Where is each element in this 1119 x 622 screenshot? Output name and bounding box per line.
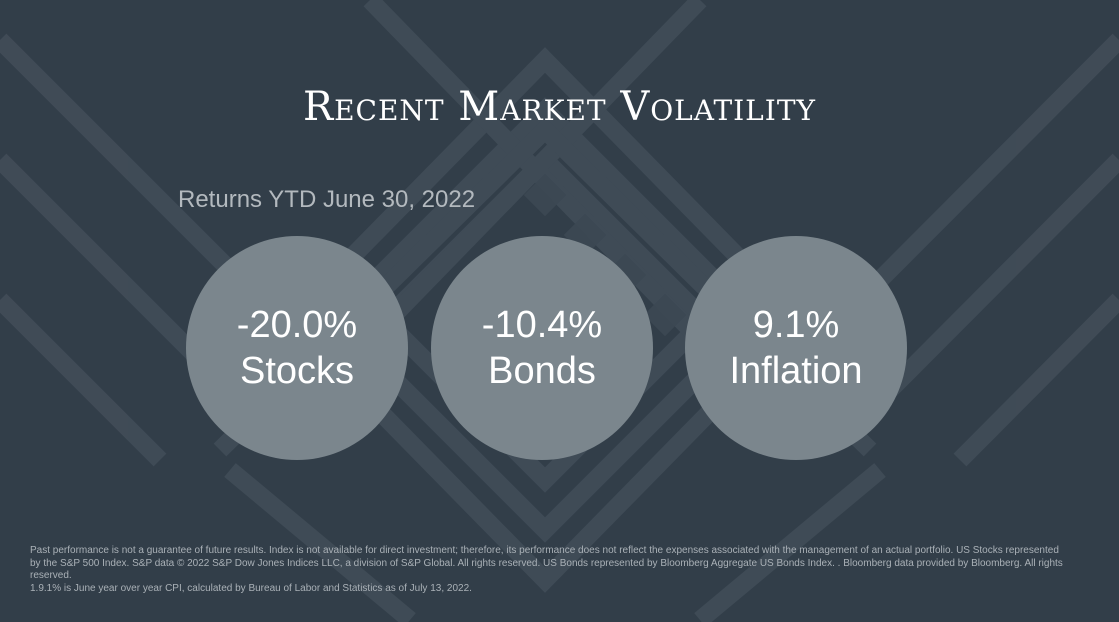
stat-circle-bonds: -10.4% Bonds	[431, 236, 653, 460]
disclaimer-text: Past performance is not a guarantee of f…	[30, 545, 1063, 581]
page-title: Recent Market Volatility	[303, 84, 816, 130]
footnote: Past performance is not a guarantee of f…	[30, 545, 1070, 595]
stat-value: -10.4%	[481, 304, 603, 346]
cpi-note: 1.9.1% is June year over year CPI, calcu…	[30, 582, 472, 594]
stat-circle-inflation: 9.1% Inflation	[685, 236, 907, 460]
stat-value: 9.1%	[752, 304, 840, 346]
stat-label: Stocks	[239, 350, 355, 392]
subtitle: Returns YTD June 30, 2022	[178, 186, 476, 213]
stat-circle-stocks: -20.0% Stocks	[186, 236, 408, 460]
stat-label: Inflation	[729, 350, 863, 392]
stat-value: -20.0%	[236, 304, 358, 346]
stat-label: Bonds	[488, 350, 596, 392]
